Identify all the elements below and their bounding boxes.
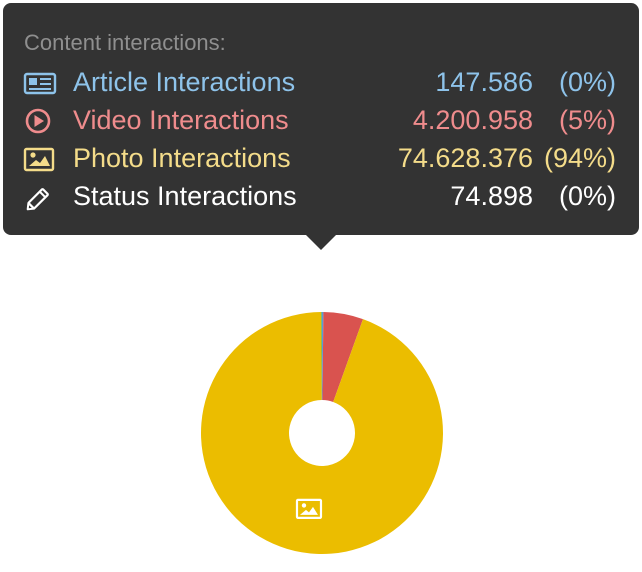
tooltip-label-video: Video Interactions xyxy=(73,105,289,135)
tooltip-label-status: Status Interactions xyxy=(73,181,297,211)
tooltip-pct-photo: (94%) xyxy=(543,143,616,173)
tooltip-row-photo: Photo Interactions 74.628.376 (94%) xyxy=(3,141,639,179)
donut-slice-video-interactions[interactable] xyxy=(322,312,363,402)
donut-chart-svg[interactable] xyxy=(200,311,444,555)
chart-tooltip: Content interactions: Article Interactio… xyxy=(3,3,639,235)
donut-slice-article-interactions[interactable] xyxy=(322,312,324,401)
tooltip-value-status: 74.898 xyxy=(450,181,533,211)
tooltip-label-photo: Photo Interactions xyxy=(73,143,291,173)
tooltip-row-article: Article Interactions 147.586 (0%) xyxy=(3,65,639,103)
image-icon xyxy=(295,498,323,519)
tooltip-pct-article: (0%) xyxy=(558,67,616,97)
image-icon xyxy=(23,145,57,175)
donut-slice-status-interactions[interactable] xyxy=(321,312,322,401)
tooltip-value-article: 147.586 xyxy=(435,67,533,97)
donut-slice-photo-interactions[interactable] xyxy=(201,312,443,554)
play-circle-icon xyxy=(23,107,57,137)
tooltip-value-video: 4.200.958 xyxy=(412,105,533,135)
tooltip-row-video: Video Interactions 4.200.958 (5%) xyxy=(3,103,639,141)
tooltip-arrow xyxy=(304,233,338,250)
newspaper-icon xyxy=(23,69,57,99)
tooltip-row-status: Status Interactions 74.898 (0%) xyxy=(3,179,639,217)
donut-chart[interactable] xyxy=(200,311,444,555)
tooltip-value-photo: 74.628.376 xyxy=(397,143,533,173)
tooltip-pct-status: (0%) xyxy=(558,181,616,211)
tooltip-title: Content interactions: xyxy=(24,30,226,55)
tooltip-pct-video: (5%) xyxy=(558,105,616,135)
pencil-icon xyxy=(23,183,57,213)
tooltip-label-article: Article Interactions xyxy=(73,67,296,97)
